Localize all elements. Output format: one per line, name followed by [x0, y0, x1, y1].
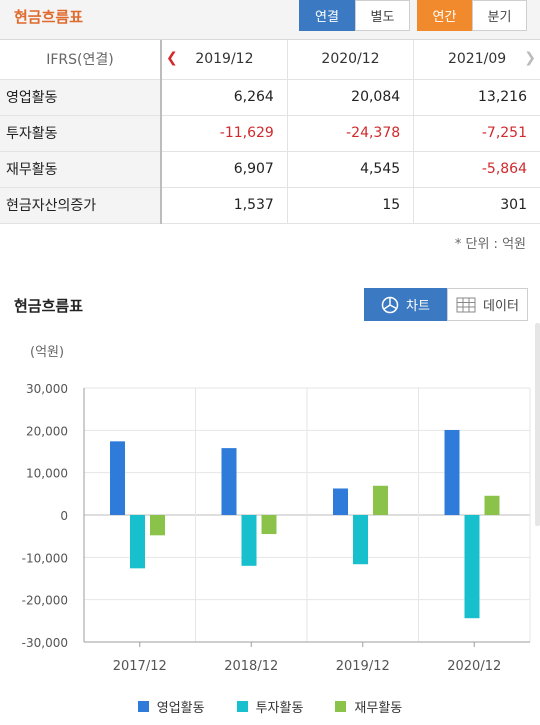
legend-label: 투자활동 [255, 700, 304, 716]
table-cell: 4,545 [286, 151, 414, 188]
bar [241, 515, 257, 566]
row-label: 영업활동 [0, 79, 162, 116]
bar [373, 485, 388, 515]
pie-chart-icon [381, 296, 399, 313]
quarterly-button[interactable]: 분기 [472, 0, 527, 31]
cashflow-bar-chart: (억원) 30,000 20,000 10,000 0 -10,000 -20,000 -3… [22, 345, 531, 674]
bar [353, 515, 368, 565]
table-row: 현금자산의증가 1,537 15 301 [0, 187, 540, 224]
cashflow-table: IFRS(연결) ❮ 2019/12 2020/12 2021/09 ❯ 영업활… [0, 40, 540, 224]
table-row: 영업활동 6,264 20,084 13,216 [0, 79, 540, 116]
page-title: 현금흐름표 [14, 8, 84, 26]
column-header: ❮ 2019/12 [160, 40, 288, 80]
chart-view-button[interactable]: 차트 [364, 288, 447, 321]
column-header-label: 2019/12 [195, 51, 254, 68]
row-label: 투자활동 [0, 115, 162, 152]
table-cell: -5,864 [413, 151, 540, 188]
x-tick-label: 2017/12 [113, 659, 167, 674]
legend-swatch [236, 700, 248, 712]
column-header: 2021/09 ❯ [413, 40, 540, 80]
bar [484, 495, 500, 515]
y-tick-label: -10,000 [22, 551, 68, 565]
bar [110, 441, 125, 515]
chart-legend: 영업활동 투자활동 재무활동 [0, 696, 540, 716]
table-cell: 6,907 [160, 151, 288, 188]
legend-label: 영업활동 [156, 700, 205, 716]
legend-swatch [335, 700, 347, 712]
data-view-button[interactable]: 데이터 [447, 288, 528, 321]
table-cell: -24,378 [286, 115, 414, 152]
scrollbar[interactable] [535, 323, 540, 526]
x-tick-label: 2020/12 [447, 659, 501, 674]
unit-note: * 단위 : 억원 [454, 237, 526, 252]
table-cell: 13,216 [413, 79, 540, 116]
consolidated-button[interactable]: 연결 [299, 0, 355, 31]
y-tick-label: 30,000 [26, 382, 68, 396]
chart-labels: 30,000 20,000 10,000 0 -10,000 -20,000 -30,000… [22, 382, 502, 674]
chart-bars [110, 429, 500, 619]
table-cell: 301 [413, 187, 540, 224]
column-header: 2020/12 [286, 40, 414, 80]
table-cell: 15 [286, 187, 414, 224]
x-tick-label: 2019/12 [336, 659, 390, 674]
bar [130, 515, 145, 569]
column-header-label: 2021/09 [447, 51, 507, 68]
table-row: 재무활동 6,907 4,545 -5,864 [0, 151, 540, 188]
legend-item-financing[interactable]: 재무활동 [335, 696, 402, 716]
table-grid-icon [456, 297, 476, 312]
y-tick-label: -20,000 [22, 594, 68, 608]
bar [333, 488, 348, 515]
table-cell: 1,537 [160, 187, 288, 224]
row-label: 재무활동 [0, 151, 162, 188]
statement-type-toggle: 연결 별도 [299, 0, 410, 31]
chevron-right-icon[interactable]: ❯ [524, 50, 536, 66]
x-tick-label: 2018/12 [224, 659, 278, 674]
table-corner-label: IFRS(연결) [0, 40, 162, 80]
table-cell: 6,264 [160, 79, 288, 116]
y-tick-label: 20,000 [26, 424, 68, 438]
legend-label: 재무활동 [354, 700, 403, 716]
table-header-row: IFRS(연결) ❮ 2019/12 2020/12 2021/09 ❯ [0, 40, 540, 80]
bar [221, 448, 237, 515]
table-cell: -7,251 [413, 115, 540, 152]
column-header-label: 2020/12 [321, 51, 380, 68]
separate-button[interactable]: 별도 [355, 0, 410, 31]
chart-section-title: 현금흐름표 [14, 297, 84, 315]
table-row: 투자활동 -11,629 -24,378 -7,251 [0, 115, 540, 152]
y-tick-label: 10,000 [26, 467, 68, 481]
y-unit-label: (억원) [30, 345, 64, 360]
row-label: 현금자산의증가 [0, 187, 162, 224]
bar [444, 429, 460, 515]
y-tick-label: -30,000 [22, 636, 68, 650]
y-tick-label: 0 [60, 509, 68, 523]
legend-item-investing[interactable]: 투자활동 [236, 696, 304, 716]
header-bar: 현금흐름표 연결 별도 연간 분기 [0, 0, 540, 40]
data-view-label: 데이터 [483, 299, 519, 314]
bar [464, 515, 480, 619]
bar [150, 515, 165, 536]
annual-button[interactable]: 연간 [417, 0, 472, 31]
chart-view-label: 차트 [406, 299, 430, 314]
chevron-left-icon[interactable]: ❮ [166, 50, 178, 66]
table-cell: 20,084 [286, 79, 414, 116]
bar [261, 515, 277, 535]
period-toggle: 연간 분기 [417, 0, 527, 31]
table-cell: -11,629 [160, 115, 288, 152]
legend-swatch [137, 700, 149, 712]
legend-item-operating[interactable]: 영업활동 [137, 696, 205, 716]
